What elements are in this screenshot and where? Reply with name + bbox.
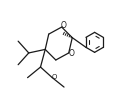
Text: O: O [60, 21, 66, 30]
Text: O: O [51, 74, 57, 80]
Text: O: O [69, 49, 75, 58]
